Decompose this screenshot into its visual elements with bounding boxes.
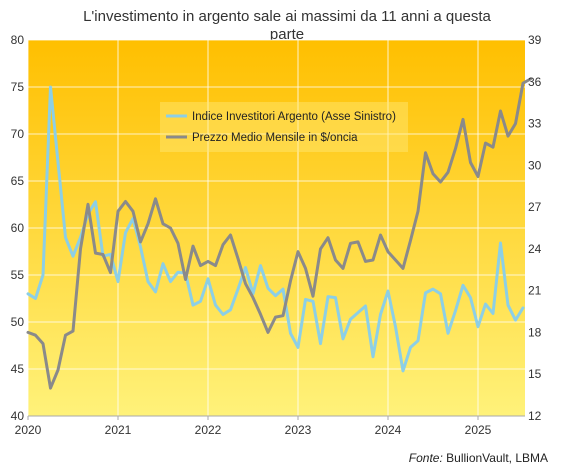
right-tick-36: 36: [528, 75, 542, 89]
x-tick-2020: 2020: [15, 423, 42, 437]
left-tick-70: 70: [11, 127, 25, 141]
legend: Indice Investitori Argento (Asse Sinistr…: [160, 102, 408, 152]
right-tick-27: 27: [528, 200, 542, 214]
x-axis-ticks: 2020 2021 2022 2023 2024 2025: [15, 423, 492, 437]
right-tick-24: 24: [528, 242, 542, 256]
series-layer: [26, 77, 532, 390]
series-line-monthly-average-price: [26, 77, 532, 390]
right-tick-12: 12: [528, 409, 542, 423]
left-tick-75: 75: [11, 80, 25, 94]
source-prefix: Fonte:: [409, 451, 443, 465]
left-tick-45: 45: [11, 362, 25, 376]
source-text: BullionVault, LBMA: [443, 451, 548, 465]
chart-title-line-1: L'investimento in argento sale ai massim…: [83, 8, 491, 25]
chart-title-line-2: parte: [270, 26, 304, 43]
legend-label-silver-investor-index: Indice Investitori Argento (Asse Sinistr…: [192, 111, 396, 123]
left-tick-60: 60: [11, 221, 25, 235]
right-tick-15: 15: [528, 367, 542, 381]
right-axis-ticks: 12 15 18 21 24 27 30 33 36 39: [528, 33, 542, 423]
x-tick-2022: 2022: [195, 423, 222, 437]
left-tick-80: 80: [11, 33, 25, 47]
x-tick-2023: 2023: [285, 423, 312, 437]
legend-label-monthly-average-price: Prezzo Medio Mensile in $/oncia: [192, 132, 358, 144]
legend-box: [160, 102, 408, 152]
axes: [27, 415, 525, 420]
x-tick-2021: 2021: [105, 423, 132, 437]
left-tick-65: 65: [11, 174, 25, 188]
right-tick-18: 18: [528, 325, 542, 339]
x-tick-2024: 2024: [375, 423, 402, 437]
right-tick-21: 21: [528, 284, 542, 298]
left-axis-ticks: 40 45 50 55 60 65 70 75 80: [11, 33, 25, 423]
right-tick-33: 33: [528, 117, 542, 131]
series-line-silver-investor-index: [26, 85, 525, 373]
x-tick-2025: 2025: [465, 423, 492, 437]
source-note: Fonte: BullionVault, LBMA: [409, 451, 548, 465]
left-tick-55: 55: [11, 268, 25, 282]
left-tick-50: 50: [11, 315, 25, 329]
right-tick-39: 39: [528, 33, 542, 47]
left-tick-40: 40: [11, 409, 25, 423]
right-tick-30: 30: [528, 158, 542, 172]
